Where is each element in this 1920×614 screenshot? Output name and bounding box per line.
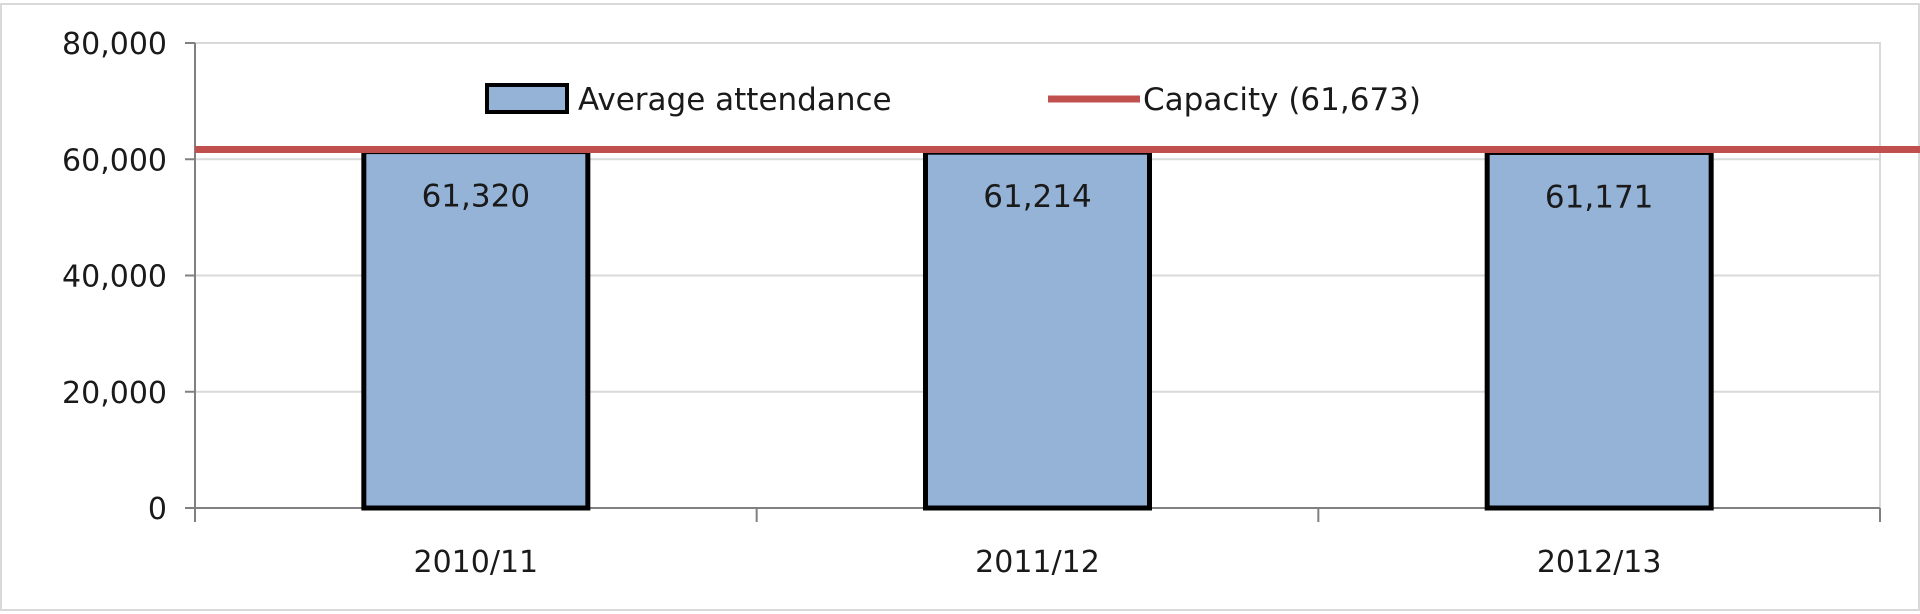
x-tick-label: 2012/13: [1537, 545, 1662, 580]
bar-value-label: 61,214: [983, 179, 1091, 215]
axes: 0 20,000 40,000 60,000 80,000 2010/11 2011/12 2…: [62, 27, 1881, 580]
data-labels: 61,320 61,214 61,171: [422, 179, 1654, 216]
bar: [1484, 149, 1714, 511]
x-tick-label: 2010/11: [414, 545, 539, 580]
y-tick-label: 20,000: [62, 376, 167, 411]
y-tick-label: 80,000: [62, 27, 167, 62]
y-tick-label: 40,000: [62, 260, 167, 295]
y-tick-label: 0: [148, 492, 167, 527]
bar: [923, 149, 1152, 511]
bar-value-label: 61,320: [422, 179, 530, 215]
y-tick-label: 60,000: [62, 143, 167, 178]
x-tick-label: 2011/12: [975, 545, 1100, 580]
bar-value-label: 61,171: [1545, 179, 1653, 215]
legend-swatch-attendance: [485, 83, 569, 114]
bar: [361, 149, 591, 511]
bars: [361, 149, 1714, 511]
legend: Average attendance Capacity (61,673): [485, 82, 1421, 118]
legend-label-capacity: Capacity (61,673): [1143, 82, 1421, 118]
legend-label-attendance: Average attendance: [578, 82, 892, 118]
